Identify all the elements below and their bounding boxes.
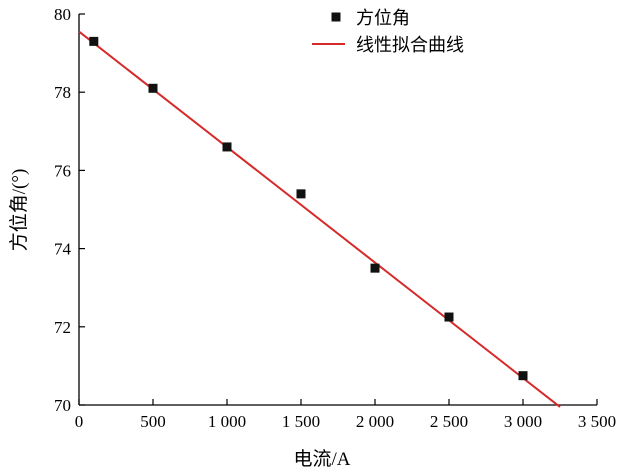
x-tick-label: 500: [140, 412, 166, 431]
data-point: [518, 371, 528, 381]
x-tick-label: 2 000: [356, 412, 394, 431]
data-point: [444, 312, 454, 322]
legend-marker-square: [331, 12, 341, 22]
y-tick-label: 80: [54, 5, 71, 24]
legend-label-line: 线性拟合曲线: [356, 35, 464, 55]
data-point: [89, 36, 99, 46]
x-tick-label: 2 500: [430, 412, 468, 431]
y-tick-label: 76: [54, 161, 71, 180]
x-tick-label: 3 500: [578, 412, 616, 431]
x-tick-label: 1 500: [282, 412, 320, 431]
x-tick-label: 1 000: [208, 412, 246, 431]
plot-series: [78, 30, 561, 408]
x-tick-label: 0: [75, 412, 84, 431]
y-tick-label: 78: [54, 83, 71, 102]
y-axis-title: 方位角/(°): [8, 169, 30, 252]
axes: 0 500 1 000 1 500 2 000 2 500 3 000 3 500 70 72 74…: [54, 5, 616, 431]
x-tick-label: 3 000: [504, 412, 542, 431]
data-point: [222, 142, 232, 152]
y-tick-label: 74: [54, 240, 72, 259]
data-point: [370, 263, 380, 273]
legend-label-scatter: 方位角: [356, 8, 410, 28]
data-point: [296, 189, 306, 199]
fit-line: [78, 30, 561, 408]
x-axis-title: 电流/A: [293, 448, 350, 470]
data-point: [148, 83, 158, 93]
y-tick-label: 70: [54, 396, 71, 415]
y-tick-label: 72: [54, 318, 71, 337]
